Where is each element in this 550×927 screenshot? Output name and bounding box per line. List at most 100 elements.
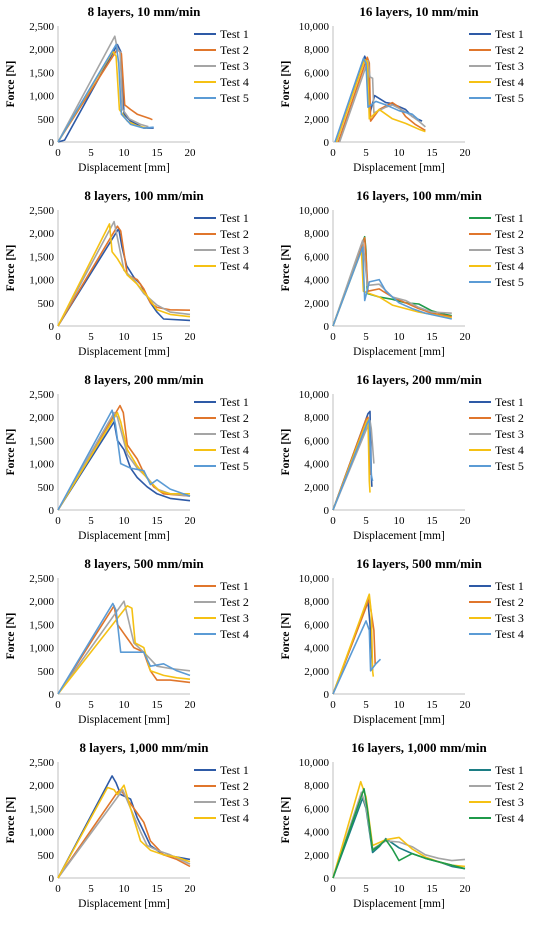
y-tick-label: 0 <box>324 137 330 149</box>
chart-panel-9: 8 layers, 1,000 mm/min 0 500 1,000 1,500 2,00… <box>0 736 275 922</box>
legend-label: Test 1 <box>495 395 524 409</box>
y-axis-label: Force [N] <box>280 429 292 476</box>
legend-label: Test 2 <box>220 43 249 57</box>
x-tick-label: 0 <box>55 515 61 527</box>
x-tick-label: 20 <box>460 147 472 159</box>
legend-label: Test 4 <box>220 259 249 273</box>
legend-label: Test 3 <box>220 795 249 809</box>
y-tick-label: 1,500 <box>29 435 54 447</box>
y-tick-label: 2,000 <box>304 850 329 862</box>
legend-label: Test 5 <box>495 275 524 289</box>
legend-label: Test 1 <box>495 27 524 41</box>
x-tick-label: 20 <box>460 699 472 711</box>
y-tick-label: 1,500 <box>29 67 54 79</box>
y-axis-label: Force [N] <box>5 797 17 844</box>
chart-panel-8: 16 layers, 500 mm/min 0 2,000 4,000 6,000 8,0… <box>275 552 550 736</box>
x-tick-label: 5 <box>363 147 369 159</box>
y-axis-label: Force [N] <box>280 613 292 660</box>
x-tick-label: 20 <box>460 883 472 895</box>
x-tick-label: 10 <box>394 147 406 159</box>
legend-label: Test 1 <box>220 211 249 225</box>
y-tick-label: 6,000 <box>304 803 329 815</box>
x-axis-label: Displacement [mm] <box>353 530 445 542</box>
line-chart: 8 layers, 200 mm/min 0 500 1,000 1,500 2,000 2… <box>5 372 249 542</box>
legend-label: Test 2 <box>220 779 249 793</box>
series-line-4 <box>335 58 426 143</box>
chart-title: 8 layers, 10 mm/min <box>88 4 201 19</box>
chart-panel-10: 16 layers, 1,000 mm/min 0 2,000 4,000 6,000 8… <box>275 736 550 922</box>
series-line-4 <box>332 620 382 695</box>
y-tick-label: 8,000 <box>304 596 329 608</box>
y-tick-label: 10,000 <box>299 205 330 217</box>
y-axis-label: Force [N] <box>280 797 292 844</box>
y-axis-label: Force [N] <box>5 429 17 476</box>
x-tick-label: 10 <box>394 331 406 343</box>
x-tick-label: 15 <box>427 883 439 895</box>
chart-panel-7: 8 layers, 500 mm/min 0 500 1,000 1,500 2,000 2… <box>0 552 275 736</box>
y-tick-label: 2,000 <box>29 412 54 424</box>
y-tick-label: 8,000 <box>304 412 329 424</box>
x-axis-label: Displacement [mm] <box>78 530 170 542</box>
chart-title: 16 layers, 200 mm/min <box>356 372 482 387</box>
x-tick-label: 15 <box>152 883 164 895</box>
x-tick-label: 20 <box>185 699 197 711</box>
y-tick-label: 2,500 <box>29 573 54 585</box>
series-line-4 <box>57 784 191 879</box>
line-chart: 16 layers, 1,000 mm/min 0 2,000 4,000 6,000 8… <box>280 740 524 910</box>
legend-label: Test 3 <box>495 795 524 809</box>
chart-title: 16 layers, 500 mm/min <box>356 556 482 571</box>
series-line-2 <box>57 789 191 879</box>
x-axis-label: Displacement [mm] <box>353 714 445 726</box>
y-tick-label: 0 <box>324 873 330 885</box>
legend-label: Test 1 <box>220 763 249 777</box>
legend-label: Test 2 <box>220 411 249 425</box>
legend-label: Test 4 <box>220 75 249 89</box>
legend-label: Test 3 <box>220 59 249 73</box>
x-axis-label: Displacement [mm] <box>353 346 445 358</box>
x-tick-label: 15 <box>427 515 439 527</box>
x-axis-label: Displacement [mm] <box>78 898 170 910</box>
x-tick-label: 5 <box>88 147 94 159</box>
legend-label: Test 3 <box>220 427 249 441</box>
y-tick-label: 4,000 <box>304 459 329 471</box>
y-tick-label: 2,000 <box>304 482 329 494</box>
legend-label: Test 5 <box>495 91 524 105</box>
chart-title: 16 layers, 100 mm/min <box>356 188 482 203</box>
line-chart: 16 layers, 500 mm/min 0 2,000 4,000 6,000 8,0… <box>280 556 524 726</box>
y-tick-label: 6,000 <box>304 251 329 263</box>
chart-panel-4: 16 layers, 100 mm/min 0 2,000 4,000 6,000 8,0… <box>275 184 550 368</box>
y-tick-label: 0 <box>324 321 330 333</box>
x-tick-label: 20 <box>185 515 197 527</box>
y-tick-label: 2,000 <box>304 114 329 126</box>
legend-label: Test 1 <box>495 211 524 225</box>
chart-panel-3: 8 layers, 100 mm/min 0 500 1,000 1,500 2,000 2… <box>0 184 275 368</box>
legend-label: Test 3 <box>220 611 249 625</box>
legend-label: Test 4 <box>220 627 249 641</box>
y-tick-label: 1,000 <box>29 275 54 287</box>
chart-panel-1: 8 layers, 10 mm/min 0 500 1,000 1,500 2,000 2,… <box>0 0 275 184</box>
legend-label: Test 2 <box>495 43 524 57</box>
series-line-4 <box>57 602 191 695</box>
y-tick-label: 1,000 <box>29 643 54 655</box>
x-axis-label: Displacement [mm] <box>78 346 170 358</box>
legend-label: Test 1 <box>495 763 524 777</box>
x-tick-label: 0 <box>55 331 61 343</box>
y-tick-label: 2,500 <box>29 389 54 401</box>
x-tick-label: 20 <box>460 331 472 343</box>
legend-label: Test 5 <box>220 459 249 473</box>
series-line-3 <box>57 35 149 143</box>
x-tick-label: 5 <box>363 331 369 343</box>
series-line-4 <box>57 223 191 327</box>
y-tick-label: 2,000 <box>304 298 329 310</box>
chart-panel-2: 16 layers, 10 mm/min 0 2,000 4,000 6,000 8,00… <box>275 0 550 184</box>
line-chart: 8 layers, 500 mm/min 0 500 1,000 1,500 2,000 2… <box>5 556 249 726</box>
y-tick-label: 2,000 <box>29 44 54 56</box>
series-line-5 <box>334 57 420 143</box>
chart-title: 16 layers, 10 mm/min <box>359 4 479 19</box>
y-tick-label: 4,000 <box>304 91 329 103</box>
legend-label: Test 2 <box>220 227 249 241</box>
y-tick-label: 500 <box>38 666 55 678</box>
x-tick-label: 10 <box>119 515 131 527</box>
x-tick-label: 15 <box>427 699 439 711</box>
x-tick-label: 10 <box>394 883 406 895</box>
